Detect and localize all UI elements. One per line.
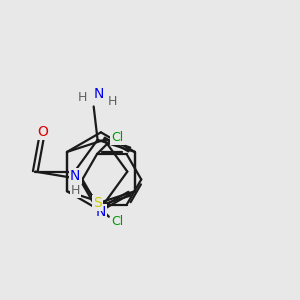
Text: H: H <box>108 95 117 108</box>
Text: N: N <box>70 169 80 183</box>
Text: Cl: Cl <box>111 215 124 228</box>
Text: S: S <box>93 196 102 210</box>
Text: N: N <box>96 205 106 219</box>
Text: O: O <box>38 125 49 139</box>
Text: H: H <box>70 184 80 196</box>
Text: H: H <box>78 91 87 104</box>
Text: Cl: Cl <box>111 131 124 144</box>
Text: N: N <box>93 87 103 101</box>
